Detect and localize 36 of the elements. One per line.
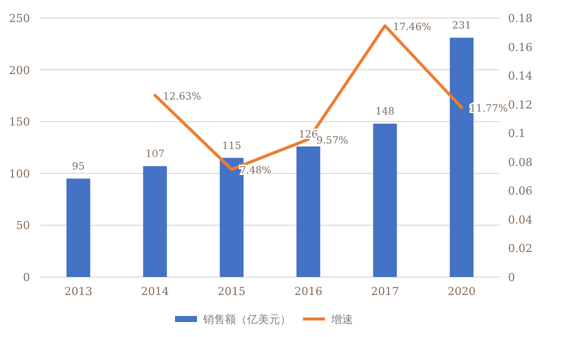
- y2-tick-label: 0.04: [508, 213, 532, 226]
- y2-tick-label: 0: [508, 271, 515, 284]
- x-tick-label: 2013: [64, 285, 92, 298]
- data-label: 231: [452, 20, 472, 32]
- y-tick-label: 100: [9, 167, 30, 180]
- y2-tick-label: 0.12: [508, 98, 532, 112]
- x-tick-label: 2016: [294, 285, 322, 298]
- y2-tick-label: 0.08: [508, 156, 532, 169]
- y2-tick-label: 0.02: [508, 242, 532, 256]
- data-label: 107: [145, 149, 165, 160]
- bar: [66, 178, 90, 277]
- bar: [296, 146, 320, 277]
- y2-tick-label: 0.06: [508, 184, 532, 198]
- x-tick-label: 2015: [218, 285, 246, 298]
- data-label: 115: [222, 140, 242, 152]
- y-tick-label: 50: [16, 219, 30, 232]
- y2-tick-label: 0.1: [508, 127, 526, 140]
- data-label: 17.46%: [393, 22, 432, 33]
- x-tick-label: 2014: [141, 285, 169, 298]
- y2-tick-label: 0.14: [508, 70, 532, 83]
- x-tick-label: 2017: [371, 285, 399, 298]
- data-label: 95: [72, 162, 85, 173]
- data-label: 148: [375, 106, 395, 118]
- y-tick-label: 150: [9, 116, 30, 129]
- y-tick-label: 0: [23, 271, 30, 284]
- legend-label: 销售额（亿美元）: [202, 313, 291, 326]
- y-tick-label: 250: [9, 12, 30, 25]
- bar: [373, 124, 397, 277]
- x-tick-label: 2020: [448, 285, 476, 298]
- y2-tick-label: 0.18: [508, 12, 532, 25]
- legend-label: 增速: [330, 313, 353, 326]
- y-tick-label: 200: [9, 64, 30, 77]
- bar: [143, 166, 167, 277]
- data-label: 9.57%: [316, 135, 348, 146]
- data-label: 12.63%: [163, 91, 202, 102]
- y2-tick-label: 0.16: [508, 40, 532, 54]
